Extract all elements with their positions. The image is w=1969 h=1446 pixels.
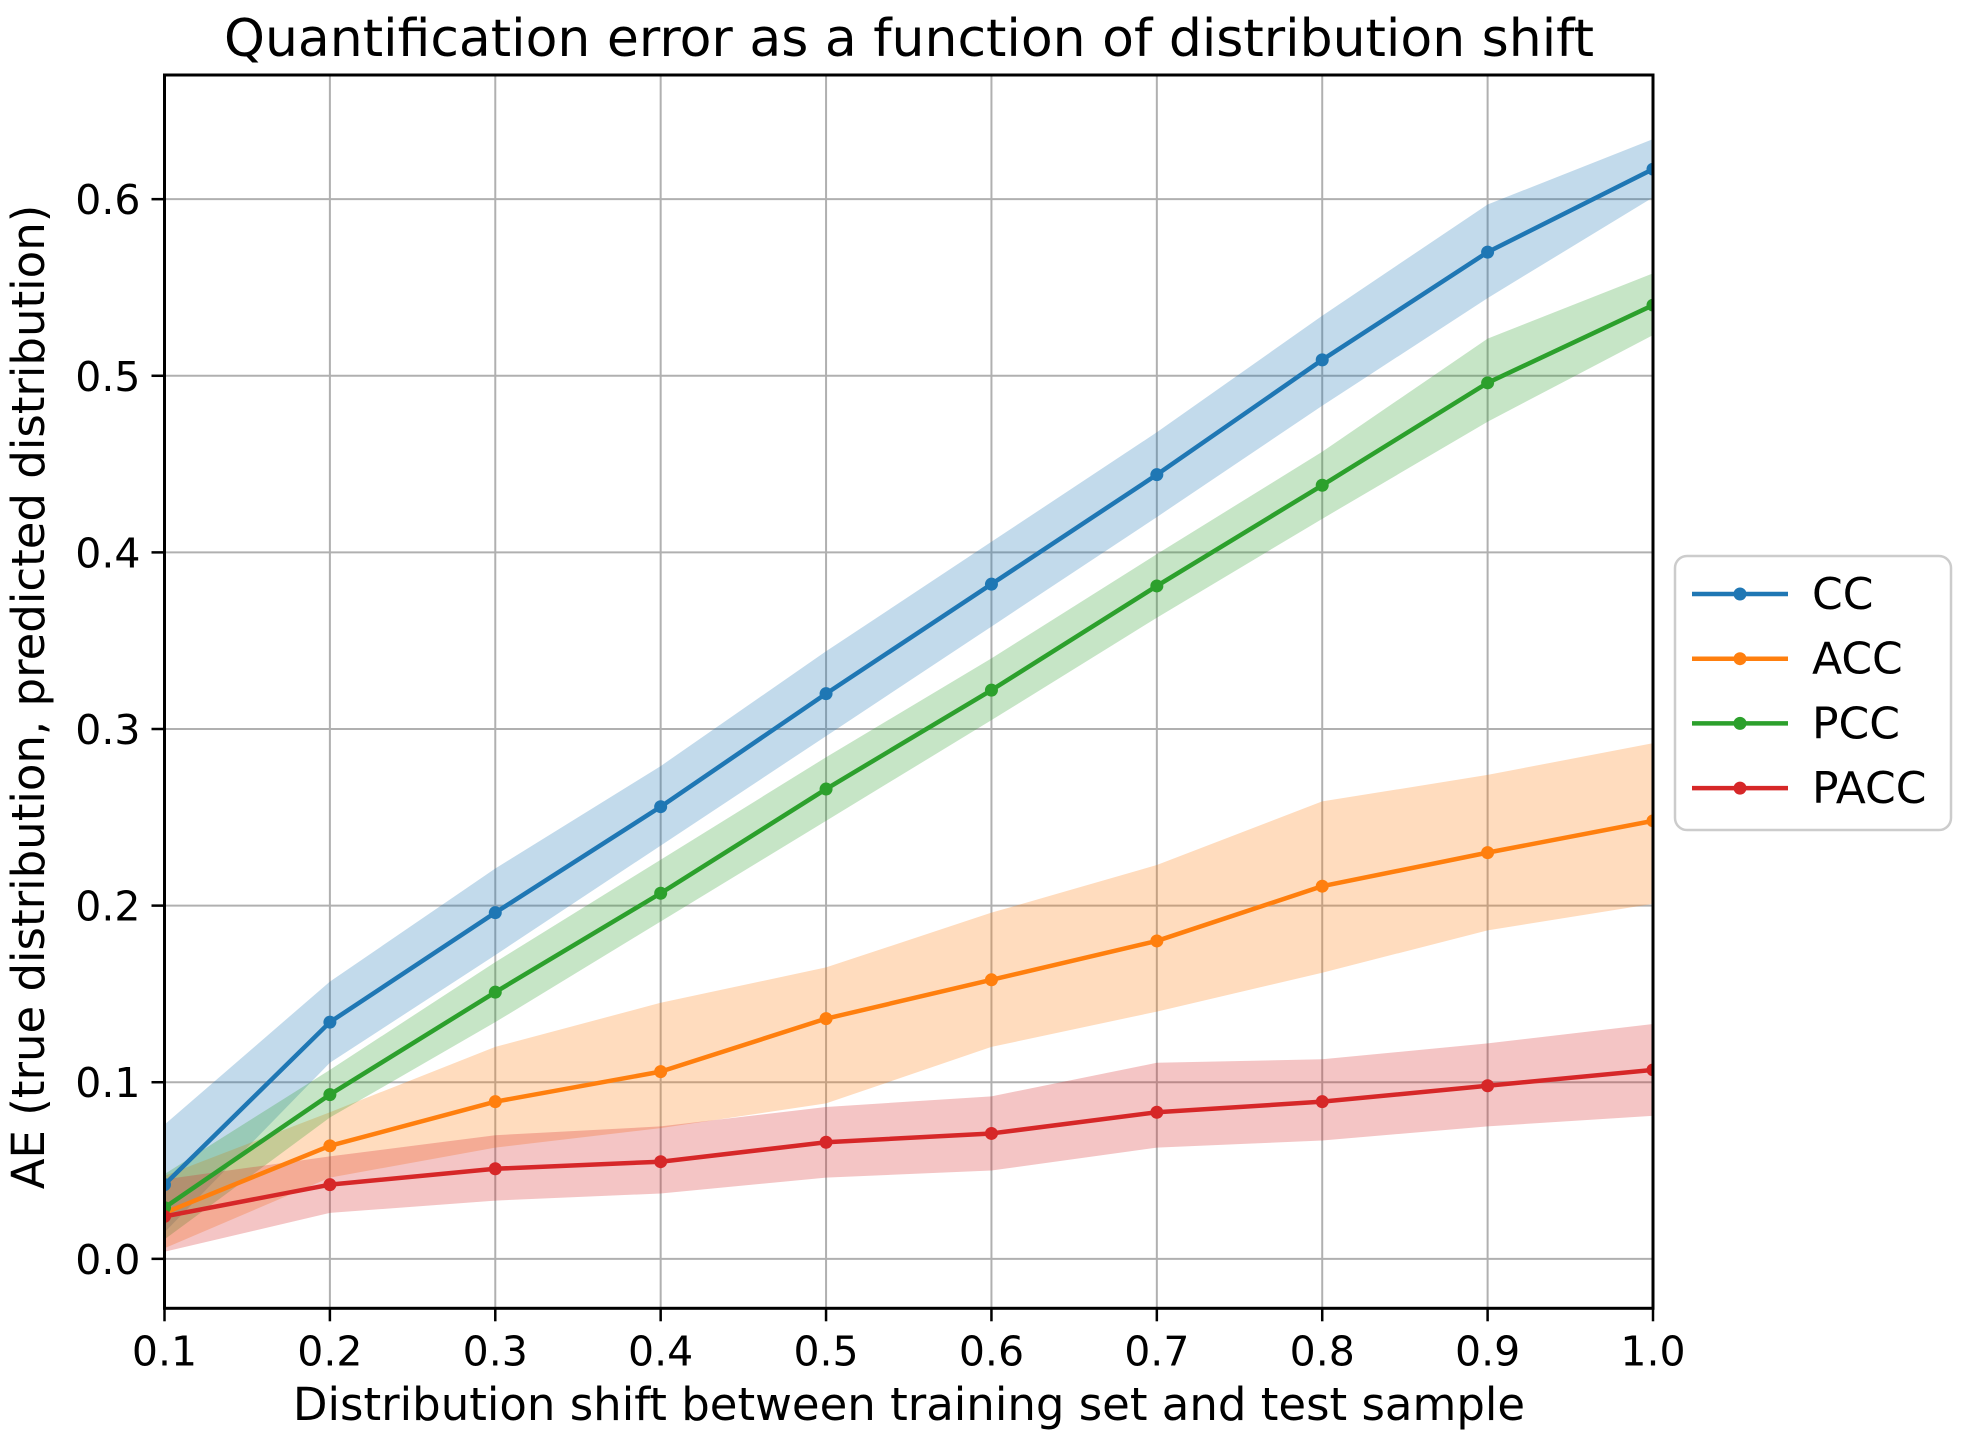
pcc-line bbox=[164, 303, 1653, 1210]
x-tick-label: 0.2 bbox=[297, 1327, 362, 1375]
plot-border bbox=[163, 73, 1655, 1310]
pacc-marker bbox=[164, 1209, 171, 1223]
legend-item-pacc: PACC bbox=[1692, 763, 1927, 814]
y-tick-label: 0.0 bbox=[75, 1236, 140, 1284]
x-tick-label: 0.3 bbox=[463, 1327, 528, 1375]
y-tick-label: 0.4 bbox=[75, 529, 140, 577]
pcc-marker bbox=[1315, 478, 1329, 492]
pacc-marker bbox=[323, 1178, 337, 1192]
pacc-marker bbox=[1481, 1079, 1495, 1093]
acc-confidence-band bbox=[164, 743, 1653, 1249]
pacc-marker bbox=[819, 1135, 833, 1149]
y-tick-label: 0.6 bbox=[75, 176, 140, 224]
y-tick-label: 0.3 bbox=[75, 706, 140, 754]
cc-marker bbox=[164, 1178, 171, 1192]
pacc-marker bbox=[654, 1155, 668, 1169]
pcc-marker bbox=[1646, 298, 1653, 312]
acc-marker bbox=[1150, 934, 1164, 948]
pcc-marker bbox=[1150, 579, 1164, 593]
x-tick-label: 0.6 bbox=[959, 1327, 1024, 1375]
x-tick-label: 0.5 bbox=[793, 1327, 858, 1375]
legend-item-pcc: PCC bbox=[1692, 698, 1900, 749]
acc-marker bbox=[323, 1139, 337, 1153]
pacc-marker bbox=[488, 1162, 502, 1176]
series-lines bbox=[164, 162, 1653, 1223]
confidence-bands bbox=[164, 139, 1653, 1252]
y-tick-label: 0.2 bbox=[75, 883, 140, 931]
acc-marker bbox=[1646, 814, 1653, 828]
chart-title: Quantification error as a function of di… bbox=[224, 9, 1594, 69]
pacc-marker bbox=[984, 1126, 998, 1140]
axes-spines bbox=[163, 73, 1655, 1310]
pcc-marker bbox=[323, 1088, 337, 1102]
x-tick-label: 0.4 bbox=[628, 1327, 693, 1375]
acc-legend-label: ACC bbox=[1812, 634, 1903, 685]
cc-marker bbox=[1481, 245, 1495, 259]
pcc-marker bbox=[1481, 376, 1495, 390]
legend-box bbox=[1673, 554, 1953, 832]
acc-marker bbox=[1481, 846, 1495, 860]
cc-marker bbox=[984, 577, 998, 591]
acc-line bbox=[164, 818, 1653, 1216]
x-tick-label: 0.1 bbox=[132, 1327, 197, 1375]
axis-ticks: 0.1 0.2 0.3 0.4 0.5 0.6 0.7 0.8 0.9 1.0 0.0 0.1 0.2 0… bbox=[75, 176, 1685, 1375]
acc-marker bbox=[1315, 879, 1329, 893]
pacc-legend-label: PACC bbox=[1812, 763, 1927, 814]
x-tick-label: 1.0 bbox=[1620, 1327, 1685, 1375]
cc-marker bbox=[654, 800, 668, 814]
cc-legend-marker bbox=[1733, 587, 1747, 601]
cc-confidence-band bbox=[164, 139, 1653, 1233]
acc-marker bbox=[819, 1012, 833, 1026]
x-tick-label: 0.8 bbox=[1290, 1327, 1355, 1375]
pcc-legend-label: PCC bbox=[1812, 698, 1900, 749]
x-tick-label: 0.7 bbox=[1124, 1327, 1189, 1375]
pacc-marker bbox=[1646, 1063, 1653, 1077]
pcc-legend-marker bbox=[1733, 716, 1747, 730]
legend-item-acc: ACC bbox=[1692, 634, 1903, 685]
y-axis-label: AE (true distribution, predicted distrib… bbox=[2, 205, 55, 1190]
acc-marker bbox=[488, 1095, 502, 1109]
cc-marker bbox=[1315, 353, 1329, 367]
acc-legend-marker bbox=[1733, 652, 1747, 666]
x-axis-label: Distribution shift between training set … bbox=[293, 1378, 1525, 1431]
pacc-marker bbox=[1150, 1105, 1164, 1119]
pcc-marker bbox=[488, 985, 502, 999]
legend-item-cc: CC bbox=[1692, 569, 1873, 620]
y-tick-label: 0.1 bbox=[75, 1059, 140, 1107]
pacc-legend-marker bbox=[1733, 781, 1747, 795]
pacc-line bbox=[164, 1067, 1653, 1219]
cc-marker bbox=[1646, 162, 1653, 176]
pcc-marker bbox=[984, 683, 998, 697]
cc-marker bbox=[488, 906, 502, 920]
cc-marker bbox=[323, 1015, 337, 1029]
cc-legend-label: CC bbox=[1812, 569, 1873, 620]
acc-marker bbox=[984, 973, 998, 987]
acc-marker bbox=[654, 1065, 668, 1079]
legend: CC ACC PCC PACC bbox=[1673, 554, 1953, 832]
pcc-marker bbox=[654, 886, 668, 900]
cc-line bbox=[164, 167, 1653, 1187]
pcc-confidence-band bbox=[164, 273, 1653, 1240]
y-tick-label: 0.5 bbox=[75, 353, 140, 401]
pcc-marker bbox=[819, 782, 833, 796]
cc-marker bbox=[819, 687, 833, 701]
x-tick-label: 0.9 bbox=[1455, 1327, 1520, 1375]
cc-marker bbox=[1150, 468, 1164, 482]
pacc-marker bbox=[1315, 1095, 1329, 1109]
